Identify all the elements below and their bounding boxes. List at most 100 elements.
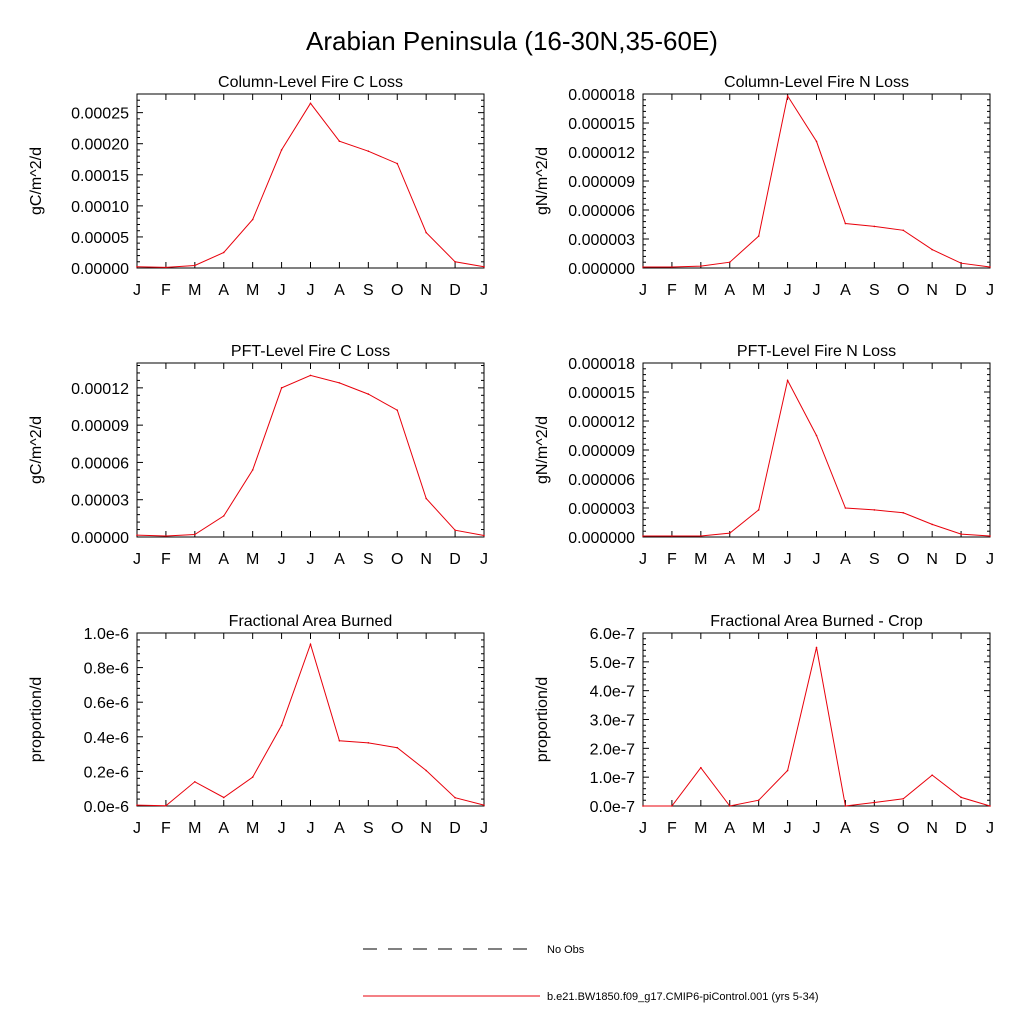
y-tick-label: 4.0e-7: [590, 684, 635, 701]
panel-5: Fractional Area Burned - Crop proportion/…: [534, 613, 994, 837]
data-point: [425, 769, 427, 772]
data-point: [844, 222, 847, 225]
x-tick-label: F: [161, 551, 171, 568]
y-tick-label: 0.00005: [71, 230, 129, 247]
x-tick-label: S: [363, 820, 374, 837]
panel-title: Column-Level Fire N Loss: [724, 74, 909, 91]
data-point: [222, 796, 225, 799]
data-point: [396, 409, 399, 412]
x-tick-label: F: [667, 551, 677, 568]
y-tick-label: 0.4e-6: [84, 730, 129, 747]
y-tick-label: 0.6e-6: [84, 695, 129, 712]
x-tick-label: J: [480, 551, 488, 568]
y-tick-label: 0.000000: [568, 530, 635, 547]
y-tick-label: 1.0e-7: [590, 770, 635, 787]
x-tick-label: M: [188, 820, 201, 837]
data-point: [931, 248, 933, 251]
data-point: [367, 150, 370, 152]
x-tick-label: A: [724, 551, 735, 568]
data-point: [902, 229, 905, 232]
data-point: [483, 265, 485, 268]
x-tick-label: A: [840, 282, 851, 299]
series-line: [136, 374, 485, 537]
x-tick-label: J: [480, 282, 488, 299]
y-axis-label: proportion/d: [534, 677, 551, 762]
x-tick-label: O: [897, 282, 909, 299]
x-tick-label: J: [986, 282, 994, 299]
data-point: [902, 512, 905, 514]
x-tick-label: O: [897, 820, 909, 837]
data-point: [396, 746, 399, 749]
data-point: [454, 260, 456, 263]
data-point: [309, 102, 312, 105]
y-tick-label: 0.0e-7: [590, 799, 635, 816]
y-tick-label: 1.0e-6: [84, 626, 129, 643]
data-point: [700, 766, 702, 769]
y-axis-label: proportion/d: [28, 677, 45, 762]
data-point: [757, 235, 760, 237]
x-tick-label: M: [246, 282, 259, 299]
x-tick-label: J: [278, 282, 286, 299]
y-tick-label: 0.000006: [568, 203, 635, 220]
x-tick-label: S: [363, 282, 374, 299]
x-tick-label: J: [986, 820, 994, 837]
y-tick-label: 0.00006: [71, 455, 129, 472]
data-point: [338, 739, 341, 742]
data-point: [786, 769, 789, 772]
x-tick-label: M: [246, 820, 259, 837]
x-tick-label: O: [897, 551, 909, 568]
plot-frame: [642, 93, 991, 269]
data-point: [700, 265, 702, 267]
y-tick-label: 0.00000: [71, 261, 129, 278]
data-point: [194, 780, 196, 783]
data-point: [815, 434, 818, 437]
data-point: [251, 469, 254, 471]
data-point: [700, 535, 702, 537]
data-point: [280, 149, 283, 151]
data-point: [757, 799, 760, 802]
data-point: [309, 374, 312, 377]
data-point: [454, 529, 456, 531]
series-line: [643, 647, 991, 807]
y-tick-label: 0.000003: [568, 232, 635, 249]
y-tick-label: 2.0e-7: [590, 741, 635, 758]
x-tick-label: M: [188, 282, 201, 299]
x-tick-label: J: [307, 282, 315, 299]
y-tick-label: 0.000009: [568, 443, 635, 460]
data-point: [425, 497, 427, 500]
y-tick-label: 0.000009: [568, 174, 635, 191]
data-point: [728, 261, 731, 264]
data-point: [194, 264, 196, 267]
plot-frame: [136, 362, 485, 538]
data-point: [251, 218, 254, 221]
data-point: [960, 796, 962, 799]
x-tick-label: J: [986, 551, 994, 568]
x-tick-label: M: [752, 820, 765, 837]
data-point: [251, 776, 254, 778]
data-point: [873, 225, 876, 228]
y-tick-label: 0.8e-6: [84, 661, 129, 678]
data-point: [931, 774, 933, 776]
plot-frame: [642, 362, 991, 538]
data-point: [815, 140, 818, 143]
x-tick-label: A: [724, 820, 735, 837]
legend-model-label: b.e21.BW1850.f09_g17.CMIP6-piControl.001…: [547, 991, 818, 1003]
x-tick-label: N: [420, 820, 432, 837]
x-tick-label: J: [278, 551, 286, 568]
x-tick-label: J: [639, 551, 647, 568]
x-tick-label: O: [391, 820, 403, 837]
data-point: [873, 801, 876, 804]
x-tick-label: M: [752, 551, 765, 568]
x-tick-label: J: [813, 282, 821, 299]
data-point: [280, 724, 283, 727]
data-point: [367, 742, 370, 744]
y-tick-label: 0.2e-6: [84, 764, 129, 781]
data-point: [844, 507, 847, 509]
y-tick-label: 0.000012: [568, 414, 635, 431]
x-tick-label: J: [133, 282, 141, 299]
x-tick-label: O: [391, 551, 403, 568]
data-point: [165, 804, 167, 807]
x-tick-label: D: [955, 282, 967, 299]
